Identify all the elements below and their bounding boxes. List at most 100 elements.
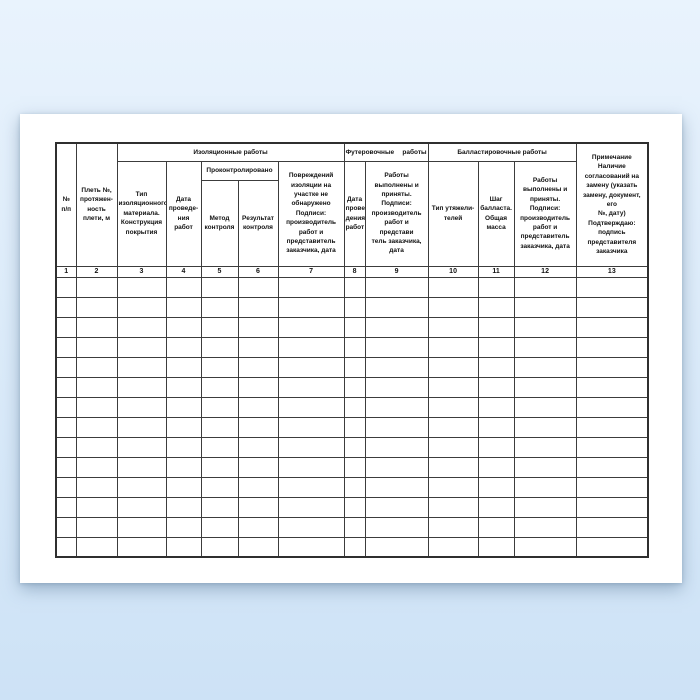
empty-cell [343,396,366,418]
col-header-weight-type: Тип утяжели- телей [427,160,479,267]
empty-cell [277,456,345,478]
empty-cell [116,496,167,518]
col-header-lining-accepted: Работы выполнены и приняты. Подписи: про… [364,160,429,267]
empty-cell [427,276,479,298]
empty-cell [477,536,515,558]
empty-cell [116,436,167,458]
col-header-ballast-step-mass: Шаг балласта. Общая масса [477,160,515,267]
empty-cell [116,336,167,358]
column-number-row: 1 2 3 4 5 6 7 8 9 10 11 12 13 [55,265,649,278]
empty-cell [116,376,167,398]
empty-cell [513,296,577,318]
empty-cell [55,436,77,458]
empty-cell [116,276,167,298]
empty-cell [427,436,479,458]
empty-data-row [55,436,649,458]
empty-cell [277,296,345,318]
empty-cell [165,456,202,478]
empty-cell [55,476,77,498]
empty-data-row [55,536,649,558]
empty-cell [75,356,118,378]
group-header-controlled: Проконтролировано [200,160,279,181]
empty-cell [165,396,202,418]
empty-cell [477,436,515,458]
empty-cell [364,536,429,558]
empty-cell [427,376,479,398]
empty-cell [427,516,479,538]
empty-cell [165,536,202,558]
empty-cell [343,536,366,558]
empty-cell [237,336,279,358]
empty-cell [277,476,345,498]
empty-cell [343,456,366,478]
empty-cell [364,396,429,418]
group-header-row: № п/п Плеть №, протяжен- ность плети, м … [55,142,649,267]
empty-cell [200,436,239,458]
empty-cell [200,396,239,418]
empty-cell [427,356,479,378]
empty-cell [575,456,649,478]
document-page: № п/п Плеть №, протяжен- ность плети, м … [20,114,682,583]
empty-cell [427,496,479,518]
empty-cell [277,376,345,398]
empty-cell [277,336,345,358]
empty-cell [237,316,279,338]
empty-data-row [55,316,649,338]
empty-cell [237,376,279,398]
empty-cell [513,276,577,298]
empty-cell [477,376,515,398]
column-number: 3 [116,265,167,278]
empty-cell [55,336,77,358]
column-number: 10 [427,265,479,278]
col-header-lining-date: Дата прове- дения работ [343,160,366,267]
empty-cell [364,416,429,438]
empty-data-row [55,496,649,518]
empty-cell [116,296,167,318]
empty-cell [513,496,577,518]
empty-cell [477,296,515,318]
empty-cell [55,296,77,318]
sub-header-row: Тип изоляционного материала. Конструкция… [56,160,648,267]
empty-cell [364,476,429,498]
empty-cell [116,516,167,538]
empty-cell [513,316,577,338]
empty-cell [237,276,279,298]
empty-cell [237,456,279,478]
group-header-insulation-works: Изоляционные работы [116,142,345,162]
col-header-insulation-material: Тип изоляционного материала. Конструкция… [116,160,167,267]
empty-cell [427,396,479,418]
empty-cell [200,296,239,318]
empty-cell [277,536,345,558]
empty-cell [364,276,429,298]
empty-cell [165,496,202,518]
empty-cell [55,496,77,518]
empty-cell [165,436,202,458]
empty-cell [343,296,366,318]
empty-data-row [55,376,649,398]
col-header-control-result: Результат контроля [237,179,279,267]
empty-cell [575,316,649,338]
empty-cell [75,456,118,478]
empty-cell [343,436,366,458]
empty-cell [277,276,345,298]
empty-cell [75,416,118,438]
empty-cell [575,356,649,378]
empty-cell [343,356,366,378]
table-body [55,276,649,558]
empty-data-row [55,336,649,358]
empty-cell [477,456,515,478]
empty-cell [427,296,479,318]
empty-cell [364,516,429,538]
empty-cell [477,396,515,418]
empty-cell [75,496,118,518]
empty-data-row [55,476,649,498]
pipeline-works-log-table: № п/п Плеть №, протяжен- ность плети, м … [55,142,650,558]
empty-cell [75,436,118,458]
empty-cell [575,496,649,518]
empty-data-row [55,456,649,478]
empty-cell [364,336,429,358]
column-number: 6 [237,265,279,278]
empty-cell [427,316,479,338]
empty-cell [55,396,77,418]
empty-cell [477,416,515,438]
